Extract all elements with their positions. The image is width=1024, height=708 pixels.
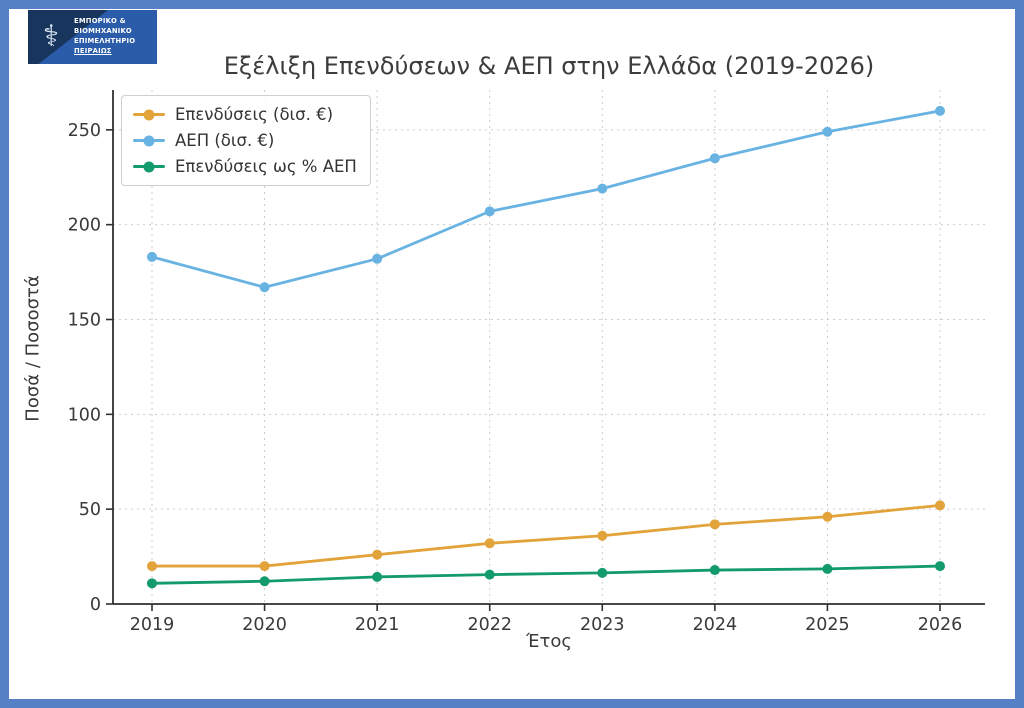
data-point [709, 519, 720, 530]
y-tick-label: 200 [68, 216, 101, 236]
data-point [372, 549, 383, 560]
data-point [935, 500, 945, 511]
legend-item-investments: Επενδύσεις (δισ. €) [133, 105, 357, 124]
y-tick-label: 150 [68, 310, 101, 330]
caduceus-icon: ⚕ [42, 19, 60, 54]
data-point [935, 105, 945, 116]
x-tick-label: 2022 [467, 615, 512, 635]
tick-labels: 0 50 100 150 200 250 2019 2020 2021 2022 2023 2024 2… [68, 121, 963, 635]
data-point [259, 282, 270, 293]
data-point [147, 578, 157, 589]
data-point [259, 576, 270, 587]
data-point [709, 153, 720, 164]
data-point [484, 538, 495, 549]
y-tick-label: 250 [68, 121, 101, 141]
axes [106, 90, 985, 611]
logo-line-3: ΕΠΙΜΕΛΗΤΗΡΙΟ [74, 37, 136, 45]
x-tick-label: 2024 [693, 615, 738, 635]
chamber-logo-text: ΕΜΠΟΡΙΚΟ & ΒΙΟΜΗΧΑΝΙΚΟ ΕΠΙΜΕΛΗΤΗΡΙΟ ΠΕΙΡ… [74, 17, 135, 56]
legend-marker-investments [133, 109, 165, 121]
y-tick-label: 50 [79, 500, 101, 520]
data-point [372, 571, 383, 582]
chamber-logo: ⚕ ΕΜΠΟΡΙΚΟ & ΒΙΟΜΗΧΑΝΙΚΟ ΕΠΙΜΕΛΗΤΗΡΙΟ ΠΕ… [28, 10, 157, 64]
data-point [822, 126, 833, 137]
x-tick-label: 2025 [805, 615, 850, 635]
logo-line-1: ΕΜΠΟΡΙΚΟ & [74, 17, 126, 26]
data-point [259, 561, 270, 572]
x-axis-label: Έτος [526, 631, 572, 652]
data-point [372, 253, 383, 264]
data-point [597, 567, 608, 578]
legend-marker-investments-pct [133, 161, 165, 173]
x-tick-label: 2023 [580, 615, 625, 635]
data-point [147, 561, 157, 572]
logo-line-4: ΠΕΙΡΑΙΩΣ [74, 46, 112, 55]
data-point [484, 206, 495, 217]
x-tick-label: 2019 [130, 615, 175, 635]
legend-label-gdp: ΑΕΠ (δισ. €) [175, 131, 275, 150]
x-tick-label: 2021 [355, 615, 400, 635]
series-2 [147, 561, 945, 589]
data-point [147, 251, 157, 262]
series-1 [147, 105, 945, 293]
data-point [822, 563, 833, 574]
y-tick-label: 100 [68, 405, 101, 425]
legend-marker-gdp [133, 135, 165, 147]
data-point [484, 569, 495, 580]
series-0 [147, 500, 945, 572]
data-point [935, 561, 945, 572]
data-point [597, 530, 608, 541]
x-tick-label: 2026 [918, 615, 963, 635]
y-tick-label: 0 [90, 595, 101, 615]
data-point [709, 565, 720, 576]
legend-item-investments-pct: Επενδύσεις ως % ΑΕΠ [133, 157, 357, 176]
logo-line-2: ΒΙΟΜΗΧΑΝΙΚΟ [74, 27, 132, 36]
data-point [597, 183, 608, 194]
data-point [822, 511, 833, 522]
x-tick-label: 2020 [242, 615, 287, 635]
legend-label-investments: Επενδύσεις (δισ. €) [175, 105, 334, 124]
legend-label-investments-pct: Επενδύσεις ως % ΑΕΠ [175, 157, 357, 176]
chart-legend: Επενδύσεις (δισ. €) ΑΕΠ (δισ. €) Επενδύσ… [121, 95, 371, 186]
chart-title: Εξέλιξη Επενδύσεων & ΑΕΠ στην Ελλάδα (20… [223, 52, 875, 80]
legend-item-gdp: ΑΕΠ (δισ. €) [133, 131, 357, 150]
